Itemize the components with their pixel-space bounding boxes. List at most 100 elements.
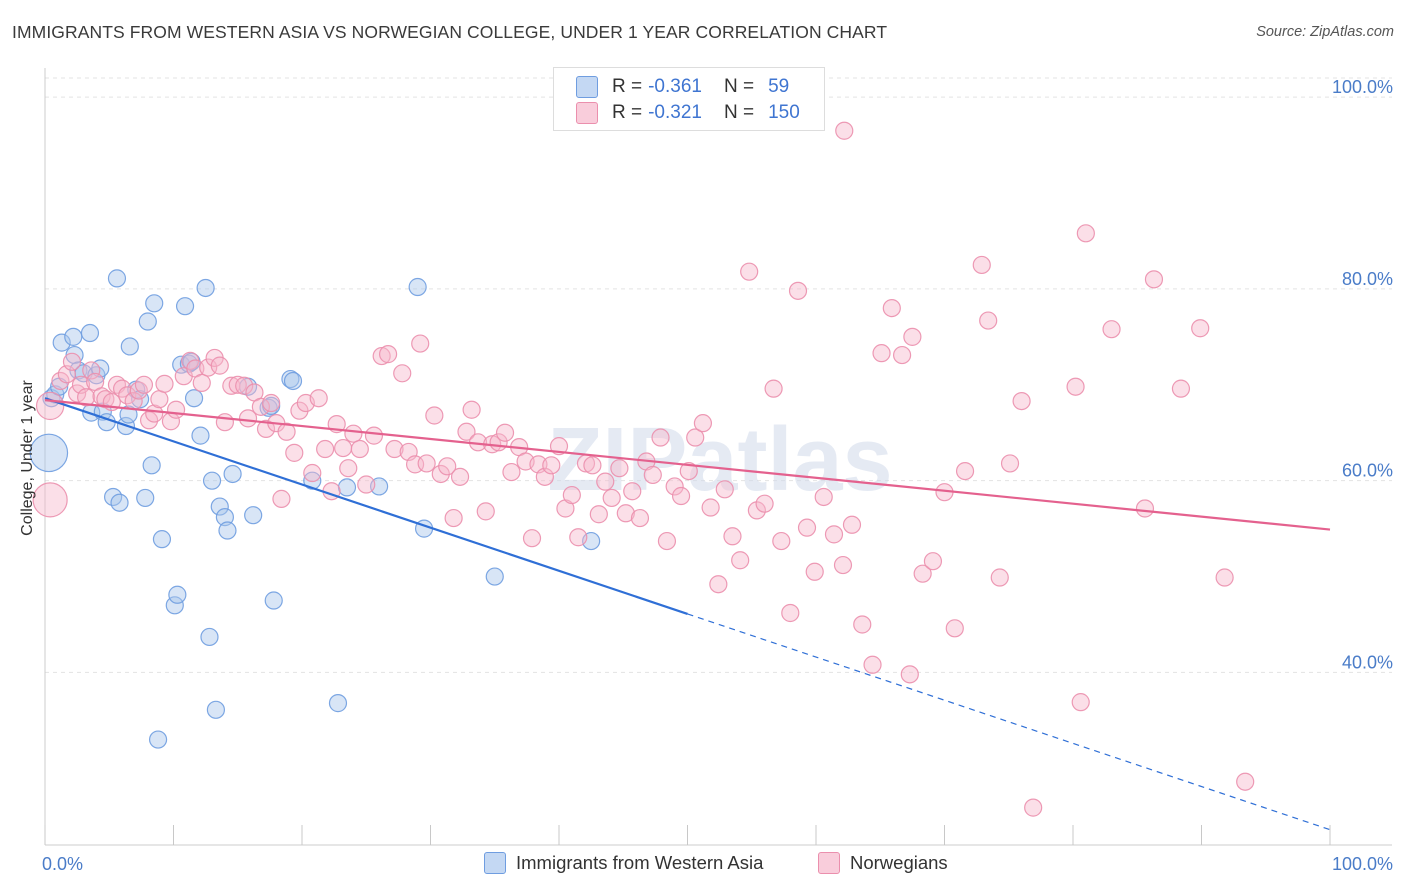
point-norwegians — [210, 356, 229, 375]
point-norwegians — [82, 361, 101, 380]
point-western-asia — [283, 371, 303, 391]
point-norwegians — [900, 665, 919, 684]
point-norwegians — [535, 467, 554, 486]
point-norwegians — [955, 461, 975, 481]
point-norwegians — [393, 364, 412, 383]
point-norwegians — [945, 619, 964, 638]
point-norwegians — [1171, 379, 1191, 398]
point-western-asia — [107, 269, 127, 288]
point-norwegians — [272, 489, 291, 508]
point-norwegians — [417, 454, 436, 473]
point-norwegians — [833, 555, 853, 575]
tick-labels: 40.0% 60.0% 80.0% 100.0% 0.0% 100.0% — [42, 77, 1393, 874]
point-western-asia — [80, 323, 100, 343]
point-norwegians — [277, 422, 296, 441]
point-norwegians — [285, 443, 304, 462]
chart-title: IMMIGRANTS FROM WESTERN ASIA VS NORWEGIA… — [12, 22, 888, 42]
point-western-asia — [196, 278, 215, 298]
point-western-asia — [52, 333, 71, 352]
legend-item-norwegians: Norwegians — [818, 852, 948, 874]
point-norwegians — [788, 281, 808, 300]
point-norwegians — [150, 390, 169, 409]
point-western-asia — [264, 591, 283, 610]
point-norwegians — [476, 502, 495, 521]
point-norwegians — [77, 388, 96, 407]
legend-row-western-asia: R = -0.361 N = 59 — [576, 74, 789, 100]
legend-n-label: N = — [723, 76, 755, 97]
point-norwegians — [596, 472, 615, 491]
point-norwegians — [602, 488, 621, 508]
point-norwegians — [134, 375, 154, 394]
point-norwegians — [972, 255, 991, 275]
point-western-asia — [145, 294, 164, 313]
point-norwegians — [334, 438, 353, 458]
point-norwegians — [192, 373, 211, 392]
point-norwegians — [385, 439, 404, 459]
point-norwegians — [1076, 224, 1095, 243]
legend-r-label: R = — [612, 76, 643, 97]
point-norwegians — [740, 262, 759, 281]
point-western-asia — [191, 426, 210, 445]
stats-legend: R = -0.361 N = 59 R = -0.321 N = 150 — [553, 67, 825, 131]
point-norwegians — [68, 384, 87, 403]
point-norwegians — [235, 376, 254, 395]
legend-r-value: -0.361 — [648, 76, 702, 97]
point-western-asia — [172, 355, 191, 374]
point-norwegians — [350, 439, 369, 459]
axes — [44, 68, 1392, 846]
point-norwegians — [425, 406, 444, 425]
x-tick-label: 0.0% — [42, 854, 83, 874]
point-norwegians — [238, 409, 258, 428]
legend-r-label: R = — [612, 102, 643, 123]
point-norwegians — [1024, 798, 1043, 817]
point-norwegians — [378, 345, 398, 364]
point-western-asia — [165, 596, 184, 615]
point-norwegians — [623, 482, 642, 501]
point-norwegians — [616, 504, 635, 523]
legend-r-value: -0.321 — [648, 102, 702, 123]
point-norwegians — [589, 505, 608, 524]
point-norwegians — [747, 501, 766, 520]
point-norwegians — [1144, 270, 1164, 289]
point-norwegians — [853, 615, 872, 634]
point-norwegians — [892, 345, 912, 365]
point-norwegians — [129, 381, 148, 400]
point-norwegians — [35, 391, 65, 421]
point-norwegians — [303, 463, 322, 483]
point-western-asia — [120, 337, 139, 356]
point-norwegians — [357, 475, 376, 494]
point-norwegians — [665, 477, 684, 496]
legend-row-norwegians: R = -0.321 N = 150 — [576, 100, 800, 126]
point-norwegians — [657, 531, 677, 551]
point-norwegians — [228, 375, 247, 394]
point-norwegians — [1012, 391, 1031, 411]
point-norwegians — [1071, 693, 1090, 712]
point-norwegians — [32, 482, 68, 518]
point-norwegians — [145, 404, 164, 423]
point-norwegians — [262, 393, 281, 413]
point-norwegians — [364, 426, 384, 445]
point-norwegians — [709, 575, 728, 594]
point-norwegians — [814, 487, 833, 507]
point-norwegians — [835, 121, 854, 140]
legend-swatch-pink — [818, 852, 840, 874]
point-norwegians — [1236, 772, 1255, 791]
point-western-asia — [202, 471, 222, 490]
legend-label-western-asia: Immigrants from Western Asia — [516, 852, 764, 873]
point-western-asia — [485, 567, 504, 586]
point-norwegians — [863, 655, 882, 674]
point-norwegians — [344, 424, 363, 443]
point-western-asia — [119, 405, 138, 424]
point-norwegians — [1215, 568, 1234, 587]
point-western-asia — [136, 488, 155, 508]
legend-n-label: N = — [723, 102, 755, 123]
point-norwegians — [755, 494, 774, 513]
point-norwegians — [166, 400, 186, 419]
point-norwegians — [316, 439, 335, 459]
point-western-asia — [408, 277, 427, 297]
point-norwegians — [155, 374, 174, 393]
point-norwegians — [583, 456, 602, 475]
point-norwegians — [872, 344, 891, 363]
point-norwegians — [1066, 377, 1085, 396]
